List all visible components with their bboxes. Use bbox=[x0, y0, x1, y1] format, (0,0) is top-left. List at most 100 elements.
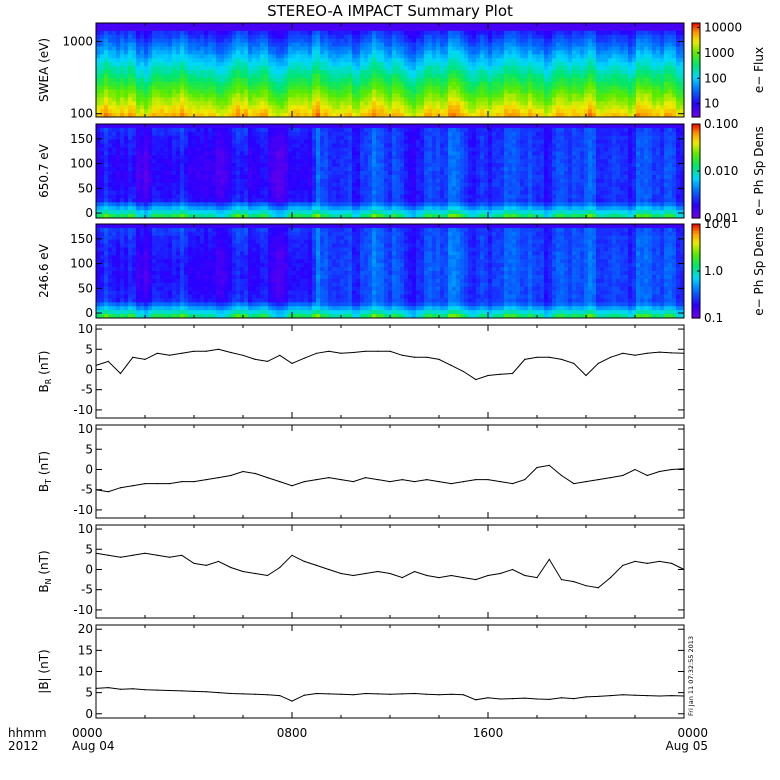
heatmap-cell bbox=[280, 151, 285, 156]
heatmap-cell bbox=[216, 139, 221, 145]
heatmap-cell bbox=[644, 38, 649, 44]
heatmap-cell bbox=[672, 73, 677, 79]
heatmap-cell bbox=[200, 101, 205, 106]
heatmap-cell bbox=[492, 109, 497, 114]
heatmap-cell bbox=[428, 109, 433, 114]
heatmap-cell bbox=[292, 109, 297, 114]
heatmap-cell bbox=[200, 70, 205, 75]
heatmap-cell bbox=[508, 50, 513, 55]
heatmap-cell bbox=[404, 46, 409, 52]
heatmap-cell bbox=[296, 194, 301, 200]
heatmap-cell bbox=[184, 155, 189, 160]
heatmap-cell bbox=[132, 89, 137, 95]
heatmap-cell bbox=[332, 77, 337, 83]
heatmap-cell bbox=[312, 198, 317, 203]
heatmap-cell bbox=[360, 38, 365, 44]
heatmap-cell bbox=[152, 23, 157, 28]
heatmap-cell bbox=[104, 54, 109, 59]
heatmap-cell bbox=[660, 34, 665, 40]
heatmap-cell bbox=[236, 66, 241, 71]
heatmap-cell bbox=[276, 101, 281, 106]
heatmap-cell bbox=[236, 178, 241, 184]
heatmap-cell bbox=[300, 46, 305, 52]
heatmap-cell bbox=[168, 46, 173, 52]
heatmap-cell bbox=[324, 174, 329, 180]
heatmap-cell bbox=[620, 26, 625, 32]
heatmap-cell bbox=[360, 113, 365, 117]
heatmap-cell bbox=[344, 89, 349, 95]
heatmap-cell bbox=[660, 97, 665, 102]
heatmap-cell bbox=[232, 89, 237, 95]
heatmap-cell bbox=[244, 73, 249, 79]
heatmap-cell bbox=[436, 101, 441, 106]
heatmap-cell bbox=[200, 89, 205, 95]
heatmap-cell bbox=[168, 58, 173, 63]
heatmap-cell bbox=[324, 77, 329, 83]
heatmap-cell bbox=[120, 93, 125, 99]
heatmap-cell bbox=[308, 23, 313, 28]
heatmap-cell bbox=[380, 73, 385, 79]
heatmap-cell bbox=[304, 151, 309, 156]
heatmap-cell bbox=[520, 81, 525, 87]
heatmap-cell bbox=[192, 174, 197, 180]
heatmap-cell bbox=[572, 85, 577, 91]
heatmap-cell bbox=[316, 174, 321, 180]
heatmap-cell bbox=[272, 151, 277, 156]
heatmap-cell bbox=[96, 42, 101, 48]
heatmap-cell bbox=[408, 105, 413, 110]
heatmap-cell bbox=[284, 58, 289, 63]
heatmap-cell bbox=[424, 26, 429, 32]
heatmap-cell bbox=[224, 50, 229, 55]
heatmap-cell bbox=[308, 38, 313, 44]
heatmap-cell bbox=[548, 50, 553, 55]
heatmap-cell bbox=[256, 30, 261, 36]
heatmap-cell bbox=[180, 210, 185, 215]
heatmap-cell bbox=[504, 97, 509, 102]
heatmap-cell bbox=[656, 89, 661, 95]
heatmap-cell bbox=[228, 167, 233, 172]
heatmap-cell bbox=[304, 62, 309, 67]
heatmap-cell bbox=[400, 38, 405, 44]
heatmap-cell bbox=[436, 34, 441, 40]
heatmap-cell bbox=[564, 42, 569, 48]
heatmap-cell bbox=[228, 58, 233, 63]
heatmap-cell bbox=[452, 30, 457, 36]
heatmap-cell bbox=[212, 58, 217, 63]
heatmap-cell bbox=[100, 171, 105, 176]
heatmap-cell bbox=[404, 97, 409, 102]
heatmap-cell bbox=[104, 198, 109, 203]
heatmap-cell bbox=[580, 54, 585, 59]
heatmap-cell bbox=[492, 26, 497, 32]
heatmap-cell bbox=[136, 50, 141, 55]
heatmap-cell bbox=[140, 23, 145, 28]
heatmap-cell bbox=[460, 46, 465, 52]
heatmap-cell bbox=[320, 139, 325, 145]
heatmap-cell bbox=[192, 131, 197, 137]
heatmap-cell bbox=[96, 73, 101, 79]
heatmap-cell bbox=[632, 81, 637, 87]
heatmap-cell bbox=[308, 124, 313, 129]
heatmap-cell bbox=[680, 97, 684, 102]
heatmap-cell bbox=[272, 174, 277, 180]
heatmap-cell bbox=[392, 97, 397, 102]
heatmap-cell bbox=[232, 171, 237, 176]
heatmap-cell bbox=[544, 89, 549, 95]
heatmap-cell bbox=[324, 113, 329, 117]
heatmap-cell bbox=[244, 186, 249, 192]
heatmap-cell bbox=[596, 42, 601, 48]
heatmap-cell bbox=[352, 66, 357, 71]
heatmap-cell bbox=[600, 73, 605, 79]
heatmap-cell bbox=[328, 66, 333, 71]
heatmap-cell bbox=[132, 167, 137, 172]
heatmap-cell bbox=[336, 42, 341, 48]
heatmap-cell bbox=[240, 109, 245, 114]
heatmap-cell bbox=[568, 70, 573, 75]
heatmap-cell bbox=[188, 38, 193, 44]
heatmap-cell bbox=[308, 113, 313, 117]
heatmap-cell bbox=[472, 101, 477, 106]
heatmap-cell bbox=[560, 42, 565, 48]
heatmap-cell bbox=[444, 105, 449, 110]
heatmap-cell bbox=[244, 93, 249, 99]
heatmap-cell bbox=[424, 30, 429, 36]
heatmap-cell bbox=[572, 66, 577, 71]
